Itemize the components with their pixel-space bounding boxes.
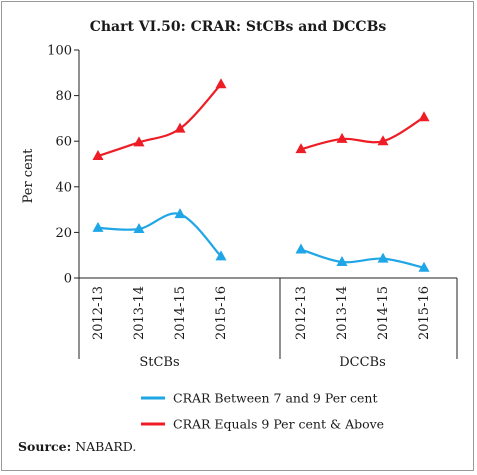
y-tick-label-80: 80 xyxy=(55,89,72,104)
y-tick-label-0: 0 xyxy=(64,272,72,287)
chart-title: Chart VI.50: CRAR: StCBs and DCCBs xyxy=(90,19,387,35)
series-1-DCCBs-point-0 xyxy=(295,143,307,154)
series-1-DCCBs-point-1 xyxy=(336,132,348,143)
series-0-StCBs-point-1 xyxy=(133,222,145,233)
axes: 0 20 40 60 80 100 xyxy=(47,44,458,359)
series-1-StCBs-point-3 xyxy=(215,78,227,89)
series-1-StCBs-point-0 xyxy=(92,150,104,161)
series-layer xyxy=(92,78,430,272)
series-0-StCBs-point-3 xyxy=(215,250,227,261)
series-1-DCCBs-line xyxy=(300,116,425,151)
series-0-DCCBs-point-3 xyxy=(418,261,430,272)
series-1-StCBs-point-1 xyxy=(133,136,145,147)
legend: CRAR Between 7 and 9 Per cent CRAR Equals… xyxy=(141,391,384,432)
series-1-StCBs-point-2 xyxy=(174,122,186,133)
y-tick-label-60: 60 xyxy=(55,135,72,150)
legend-label-0: CRAR Between 7 and 9 Per cent xyxy=(173,391,378,406)
x-tick-label-DCCBs-2015-16: 2015-16 xyxy=(417,286,432,340)
series-1-DCCBs-point-3 xyxy=(418,111,430,122)
y-axis-label: Per cent xyxy=(21,148,36,204)
x-tick-label-DCCBs-2014-15: 2014-15 xyxy=(376,286,391,340)
series-0-DCCBs-point-2 xyxy=(377,252,389,263)
x-tick-label-StCBs-2014-15: 2014-15 xyxy=(173,286,188,340)
x-tick-label-DCCBs-2013-14: 2013-14 xyxy=(335,286,350,340)
y-tick-label-40: 40 xyxy=(55,180,72,195)
y-tick-label-100: 100 xyxy=(47,44,72,59)
series-1-DCCBs-point-2 xyxy=(377,135,389,146)
series-0-DCCBs-point-0 xyxy=(295,243,307,254)
source-label: Source: xyxy=(18,439,71,454)
series-0-DCCBs-point-1 xyxy=(336,256,348,267)
source-note: Source: NABARD. xyxy=(18,439,136,454)
x-tick-label-StCBs-2012-13: 2012-13 xyxy=(91,286,106,340)
series-0-StCBs-line xyxy=(97,212,222,258)
legend-label-1: CRAR Equals 9 Per cent & Above xyxy=(173,417,384,432)
group-label-DCCBs: DCCBs xyxy=(339,355,386,370)
y-tick-label-20: 20 xyxy=(55,226,72,241)
series-0-StCBs-point-0 xyxy=(92,221,104,232)
x-tick-label-StCBs-2015-16: 2015-16 xyxy=(214,286,229,340)
chart-svg: Chart VI.50: CRAR: StCBs and DCCBs Per c… xyxy=(18,19,458,454)
series-1-StCBs-line xyxy=(97,83,222,158)
series-0-DCCBs-line xyxy=(300,248,425,269)
group-label-StCBs: StCBs xyxy=(139,355,179,370)
group-labels: StCBs DCCBs xyxy=(139,355,385,370)
series-0-StCBs-point-2 xyxy=(174,208,186,219)
source-text: NABARD. xyxy=(71,439,136,454)
x-tick-labels: 2012-13 2013-14 2014-15 2015-16 2012-13 2013-… xyxy=(91,286,432,340)
x-tick-label-DCCBs-2012-13: 2012-13 xyxy=(294,286,309,340)
x-tick-label-StCBs-2013-14: 2013-14 xyxy=(132,286,147,340)
